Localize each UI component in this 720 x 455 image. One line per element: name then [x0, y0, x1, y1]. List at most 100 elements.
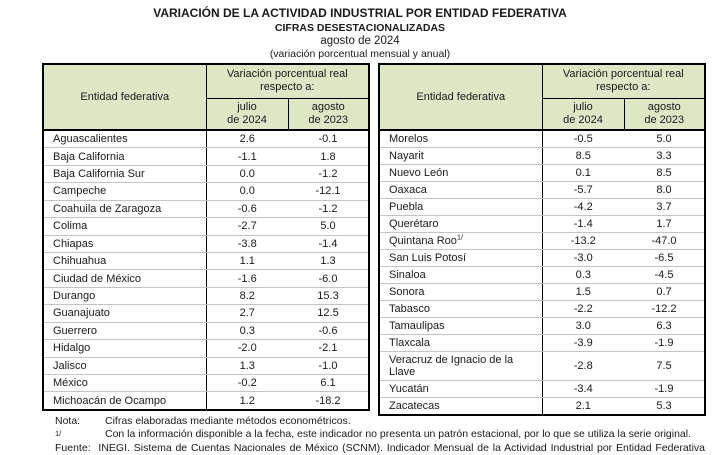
value-agosto: -1.2	[288, 200, 369, 219]
date-line: agosto de 2024	[320, 35, 400, 47]
value-agosto: 12.5	[288, 304, 369, 323]
value-agosto: -12.2	[624, 300, 705, 318]
value-julio: 2.1	[575, 400, 591, 412]
table-row: Nuevo León 0.1 8.5	[379, 164, 705, 182]
table-row: Querétaro -1.4 1.7	[379, 215, 705, 233]
entity-name: Aguascalientes	[43, 130, 207, 149]
cuadro-label: Cuadro 1	[0, 0, 720, 3]
value-julio: -2.7	[206, 217, 288, 236]
table-row: México -0.2 6.1	[43, 374, 369, 393]
table-row: Tlaxcala -3.9 -1.9	[379, 334, 705, 352]
value-julio: 8.5	[542, 147, 624, 165]
value-julio: 1.5	[542, 283, 624, 301]
column-header-julio: julio de 2024	[206, 98, 289, 131]
value-julio: -4.2	[542, 198, 624, 216]
value-agosto: 6.3	[624, 317, 705, 335]
column-header-entity: Entidad federativa	[379, 64, 543, 131]
value-julio: 1.3	[206, 357, 288, 375]
table-row: Morelos -0.5 5.0	[379, 130, 705, 148]
value-agosto: 3.7	[624, 198, 705, 216]
entity-name: Baja California Sur	[43, 165, 207, 184]
entity-name: Hidalgo	[43, 339, 207, 358]
right-table: Entidad federativa Variación porcentual …	[378, 63, 706, 416]
footnote-label: 1/	[55, 428, 62, 438]
value-agosto: -6.5	[624, 249, 705, 267]
table-row: Chiapas -3.8 -1.4	[43, 235, 369, 253]
table-row: Hidalgo -2.0 -2.1	[43, 339, 369, 358]
note-row-footnote: 1/ Con la información disponible a la fe…	[55, 428, 705, 443]
left-table-header: Entidad federativa Variación porcentual …	[43, 64, 369, 131]
table-row: Puebla -4.2 3.7	[379, 198, 705, 216]
entity-name: Jalisco	[43, 357, 207, 375]
value-agosto: 1.7	[624, 215, 705, 233]
value-agosto: 7.5	[624, 351, 705, 381]
entity-name: Coahuila de Zaragoza	[43, 200, 207, 219]
entity-name: Chiapas	[43, 235, 207, 253]
entity-name: Ciudad de México	[43, 269, 207, 288]
right-table-body: Morelos -0.5 5.0 Nayarit 8.5 3.3 Nuevo León 0.1…	[379, 130, 705, 415]
table-row: Oaxaca -5.7 8.0	[379, 181, 705, 199]
entity-name: Chihuahua	[43, 252, 207, 271]
table-row: Michoacán de Ocampo 1.2 -18.2	[43, 391, 369, 410]
value-julio: 2.7	[206, 304, 288, 323]
value-agosto: 3.3	[624, 147, 705, 165]
table-row: Sinaloa 0.3 -4.5	[379, 266, 705, 284]
entity-name: Nuevo León	[379, 164, 543, 182]
value-agosto: -1.9	[624, 380, 705, 398]
value-julio: -3.4	[542, 380, 624, 398]
fuente-label: Fuente:	[55, 442, 91, 454]
entity-name: Puebla	[379, 198, 543, 216]
entity-name: San Luis Potosí	[379, 249, 543, 267]
table-row: Yucatán -3.4 -1.9	[379, 380, 705, 398]
value-julio: -0.6	[206, 200, 288, 219]
table-row: Baja California -1.1 1.8	[43, 147, 369, 166]
entity-name: Campeche	[43, 182, 207, 201]
value-agosto: -1.0	[288, 357, 369, 375]
entity-name: Morelos	[379, 130, 543, 148]
left-table: Entidad federativa Variación porcentual …	[42, 63, 370, 411]
entity-name: Nayarit	[379, 147, 543, 165]
entity-name: Sinaloa	[379, 266, 543, 284]
value-julio: -3.0	[542, 249, 624, 267]
value-agosto: -0.6	[288, 322, 369, 341]
note-row-fuente: Fuente: INEGI. Sistema de Cuentas Nacion…	[55, 442, 705, 455]
table-row: San Luis Potosí -3.0 -6.5	[379, 249, 705, 267]
value-agosto: 6.1	[288, 374, 369, 393]
value-agosto: 5.0	[624, 130, 705, 148]
table-row: Colima -2.7 5.0	[43, 217, 369, 236]
column-header-group: Variación porcentual real respecto a:	[206, 64, 369, 99]
value-julio: 0.1	[542, 164, 624, 182]
nota-label: Nota:	[55, 415, 81, 427]
table-row: Chihuahua 1.1 1.3	[43, 252, 369, 271]
value-julio: -2.8	[542, 351, 624, 381]
value-julio: -5.7	[542, 181, 624, 199]
value-julio: -1.6	[206, 269, 288, 288]
units-line: (variación porcentual mensual y anual)	[269, 48, 451, 60]
value-julio: -13.2	[542, 232, 624, 250]
entity-name: Baja California	[43, 147, 207, 166]
entity-name: Tamaulipas	[379, 317, 543, 335]
value-agosto: 1.8	[288, 147, 369, 166]
value-julio: -1.1	[206, 147, 288, 166]
table-row: Veracruz de Ignacio de la Llave -2.8 7.5	[379, 351, 705, 381]
table-row: Guerrero 0.3 -0.6	[43, 322, 369, 341]
value-agosto: -0.1	[288, 130, 369, 149]
entity-name: Colima	[43, 217, 207, 236]
value-julio: 0.0	[206, 165, 288, 184]
notes-block: Nota: Cifras elaboradas mediante métodos…	[55, 415, 705, 455]
entity-name: Guanajuato	[43, 304, 207, 323]
column-header-julio: julio de 2024	[542, 98, 625, 131]
nota-text: Cifras elaboradas mediante métodos econo…	[105, 415, 351, 427]
value-julio: 0.0	[206, 182, 288, 201]
entity-name: Durango	[43, 287, 207, 306]
title-block: Cuadro 1 VARIACIÓN DE LA ACTIVIDAD INDUS…	[0, 0, 720, 60]
entity-name: Veracruz de Ignacio de la Llave	[379, 351, 543, 381]
entity-name: Tabasco	[379, 300, 543, 318]
table-row: Tamaulipas 3.0 6.3	[379, 317, 705, 335]
table-row: Aguascalientes 2.6 -0.1	[43, 130, 369, 149]
left-table-body: Aguascalientes 2.6 -0.1 Baja California -1.1…	[43, 130, 369, 410]
entity-name: Sonora	[379, 283, 543, 301]
value-agosto: 0.7	[624, 283, 705, 301]
value-agosto: 8.5	[624, 164, 705, 182]
value-agosto: -6.0	[288, 269, 369, 288]
